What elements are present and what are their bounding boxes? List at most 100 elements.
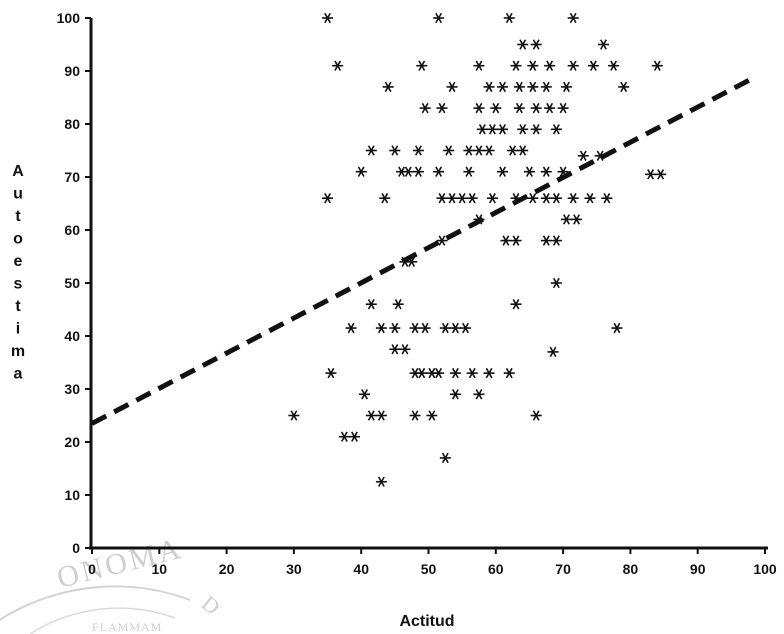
y-axis-title-letter: s: [14, 276, 23, 293]
data-point: [446, 193, 458, 204]
data-point: [325, 367, 337, 379]
x-axis-title: Actitud: [399, 613, 454, 630]
data-point: [655, 169, 667, 180]
data-point: [406, 256, 418, 267]
data-point: [550, 277, 562, 289]
x-tick-label: 90: [690, 561, 706, 577]
data-point: [540, 193, 552, 204]
data-point: [348, 431, 360, 442]
y-tick-label: 60: [64, 222, 80, 238]
data-point: [560, 214, 572, 225]
y-tick-label: 50: [64, 275, 80, 291]
data-point: [419, 102, 431, 114]
data-point: [571, 214, 583, 225]
data-point: [611, 322, 623, 334]
x-tick-label: 0: [88, 561, 96, 577]
data-point: [601, 193, 613, 204]
data-point: [419, 322, 431, 334]
y-tick-label: 10: [64, 487, 80, 503]
data-point: [433, 166, 445, 177]
data-point: [473, 389, 485, 400]
y-axis-title-letter: A: [12, 163, 24, 180]
data-point: [527, 60, 539, 71]
data-point: [446, 81, 458, 93]
data-point: [365, 410, 377, 421]
data-point: [503, 12, 515, 24]
y-axis-title-letter: a: [14, 366, 23, 383]
y-axis-ticks: 0 10 20 30 40 50 60 70 80 90 100: [57, 10, 91, 556]
data-point: [449, 322, 461, 334]
data-point: [557, 102, 569, 114]
y-axis-title-letter: i: [16, 321, 20, 338]
x-tick-label: 20: [219, 561, 235, 577]
y-axis-title-letter: m: [11, 343, 25, 360]
y-tick-label: 0: [72, 540, 80, 556]
data-point: [365, 145, 377, 156]
data-point: [497, 124, 509, 135]
data-point: [618, 81, 630, 93]
y-tick-label: 20: [64, 434, 80, 450]
data-point: [439, 322, 451, 334]
data-point: [517, 39, 529, 50]
data-point: [389, 322, 401, 334]
y-axis-title-letter: u: [13, 186, 23, 203]
data-point: [466, 193, 478, 204]
data-point: [382, 81, 394, 93]
data-point: [503, 367, 515, 379]
svg-text:D: D: [197, 590, 225, 619]
data-point: [513, 102, 525, 114]
data-point: [530, 410, 542, 421]
data-point: [540, 81, 552, 93]
data-point: [365, 299, 377, 310]
data-point: [460, 322, 472, 334]
x-tick-label: 10: [152, 561, 168, 577]
data-point: [557, 166, 569, 177]
y-tick-label: 80: [64, 116, 80, 132]
data-point: [523, 166, 535, 177]
data-point: [402, 166, 414, 177]
x-tick-label: 40: [353, 561, 369, 577]
data-point: [409, 410, 421, 421]
data-point: [433, 367, 445, 379]
data-point: [530, 102, 542, 114]
data-point: [597, 39, 609, 50]
y-tick-label: 40: [64, 328, 80, 344]
data-point: [567, 60, 579, 71]
y-axis-title-letter: e: [14, 253, 23, 270]
data-point: [584, 193, 596, 204]
y-tick-label: 30: [64, 381, 80, 397]
data-point: [412, 166, 424, 177]
data-point: [476, 124, 488, 135]
data-point: [473, 145, 485, 156]
data-point: [560, 81, 572, 93]
data-point: [399, 344, 411, 355]
data-point: [540, 235, 552, 246]
x-axis-ticks: 0 10 20 30 40 50 60 70 80 90 100: [88, 548, 777, 577]
data-point: [439, 452, 451, 464]
data-point: [645, 169, 657, 180]
data-point: [500, 235, 512, 246]
data-point: [389, 145, 401, 156]
data-point: [338, 431, 350, 442]
data-point: [530, 39, 542, 50]
data-point: [483, 367, 495, 379]
data-point: [486, 193, 498, 204]
data-point: [473, 60, 485, 71]
data-point: [594, 150, 606, 161]
data-point: [436, 102, 448, 114]
data-point: [409, 322, 421, 334]
data-point: [449, 389, 461, 400]
data-point: [466, 367, 478, 379]
data-point: [355, 166, 367, 177]
data-point: [416, 367, 428, 379]
x-tick-label: 70: [555, 561, 571, 577]
data-point: [436, 235, 448, 246]
data-point: [456, 193, 468, 204]
data-point: [389, 344, 401, 355]
y-tick-label: 100: [57, 10, 81, 26]
data-point: [517, 145, 529, 156]
data-point: [530, 124, 542, 135]
data-point: [547, 346, 559, 358]
